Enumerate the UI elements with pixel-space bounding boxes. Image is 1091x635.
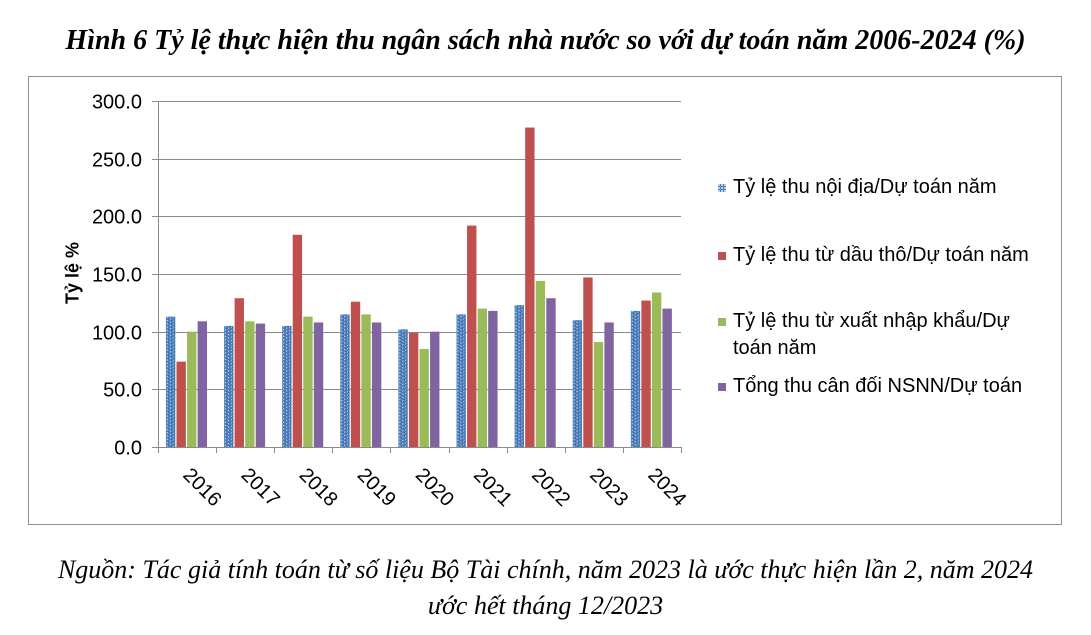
- y-tick-label: 100.0: [92, 323, 142, 345]
- bar-texture: [633, 311, 640, 447]
- bar-thu-xuat-nhap-khau-2024: [651, 292, 662, 447]
- x-tick-label: 2023: [585, 464, 632, 511]
- legend-swatch-purple: [718, 383, 726, 391]
- x-tick-label: 2020: [411, 464, 458, 511]
- bar-tong-thu-can-doi-2018: [313, 322, 324, 447]
- bar-thu-noi-dia-2018: [282, 325, 292, 447]
- bar-texture: [516, 305, 524, 447]
- bar-tong-thu-can-doi-2024: [662, 308, 672, 447]
- bar-texture: [399, 329, 407, 447]
- bar-thu-noi-dia-2021: [456, 314, 466, 447]
- bar-texture: [342, 314, 350, 447]
- bar-thu-xuat-nhap-khau-2017: [245, 321, 255, 447]
- bar-texture: [631, 310, 639, 447]
- bar-texture: [283, 325, 291, 447]
- legend-swatch-red: [718, 252, 726, 260]
- bar-thu-noi-dia-2019: [340, 314, 350, 447]
- legend-label: Tỷ lệ thu từ dầu thô/Dự toán năm: [733, 244, 1029, 266]
- bar-thu-dau-tho-2022: [525, 127, 535, 447]
- bar-thu-xuat-nhap-khau-2020: [419, 348, 429, 447]
- bar-texture: [458, 314, 466, 447]
- bar-thu-xuat-nhap-khau-2022: [535, 280, 546, 447]
- legend-label: Tổng thu cân đối NSNN/Dự toán: [733, 375, 1023, 397]
- bar-thu-dau-tho-2018: [292, 234, 303, 447]
- bar-thu-dau-tho-2019: [350, 301, 361, 447]
- bar-thu-dau-tho-2020: [408, 332, 419, 447]
- bar-thu-noi-dia-2020: [398, 329, 408, 447]
- bar-tong-thu-can-doi-2017: [255, 323, 266, 447]
- bar-tong-thu-can-doi-2020: [430, 331, 440, 447]
- bar-thu-xuat-nhap-khau-2023: [593, 342, 604, 447]
- source-note-line-1: Nguồn: Tác giả tính toán từ số liệu Bộ T…: [57, 555, 1034, 584]
- y-tick-label: 0.0: [114, 438, 142, 460]
- x-tick-label: 2021: [469, 464, 516, 511]
- bar-thu-xuat-nhap-khau-2019: [361, 314, 371, 447]
- y-tick-labels: 0.0 50.0 100.0 150.0 200.0 250.0 300.0: [92, 92, 142, 460]
- bar-texture: [400, 329, 408, 447]
- bar-texture: [457, 314, 465, 447]
- bar-thu-noi-dia-2017: [224, 325, 234, 447]
- legend-swatch-green: [718, 318, 726, 326]
- bar-tong-thu-can-doi-2023: [604, 322, 614, 447]
- bar-texture: [573, 320, 581, 447]
- x-tick-label: 2018: [295, 464, 342, 511]
- bar-tong-thu-can-doi-2016: [197, 321, 207, 447]
- gridlines: [158, 101, 681, 390]
- x-tick-label: 2016: [179, 464, 226, 511]
- bar-thu-dau-tho-2023: [583, 277, 593, 447]
- bar-tong-thu-can-doi-2022: [546, 298, 556, 447]
- y-tick-label: 300.0: [92, 92, 142, 114]
- legend: Tỷ lệ thu nội địa/Dự toán năm Tỷ lệ thu …: [718, 170, 1048, 406]
- bar-thu-dau-tho-2017: [234, 298, 244, 447]
- bars: [165, 127, 672, 447]
- y-axis-title: Tỷ lệ %: [62, 242, 82, 304]
- legend-item-tong-thu-can-doi: Tổng thu cân đối NSNN/Dự toán: [718, 373, 1048, 400]
- y-tick-label: 50.0: [103, 380, 142, 402]
- bar-thu-xuat-nhap-khau-2016: [187, 331, 197, 447]
- legend-swatch-blue: [718, 184, 726, 192]
- bar-thu-xuat-nhap-khau-2018: [303, 316, 313, 447]
- bar-tong-thu-can-doi-2019: [371, 322, 382, 447]
- bar-texture: [575, 320, 582, 447]
- bar-thu-xuat-nhap-khau-2021: [477, 308, 487, 447]
- y-tick-label: 150.0: [92, 265, 142, 287]
- x-tick-labels: 2016 2017 2018 2019 2020 2021 2022 2023 2024: [179, 464, 691, 511]
- x-tick-label: 2022: [527, 464, 574, 511]
- bar-texture: [224, 325, 232, 447]
- bar-texture: [284, 326, 291, 447]
- source-note-line-2: ước hết tháng 12/2023: [427, 591, 664, 620]
- bar-thu-noi-dia-2023: [572, 320, 583, 447]
- bar-thu-dau-tho-2024: [641, 300, 651, 447]
- bar-thu-dau-tho-2021: [467, 225, 477, 447]
- y-tick-label: 200.0: [92, 207, 142, 229]
- figure-title: Hình 6 Tỷ lệ thực hiện thu ngân sách nhà…: [65, 25, 1026, 56]
- legend-label: Tỷ lệ thu nội địa/Dự toán năm: [733, 176, 997, 198]
- axes: [152, 101, 682, 453]
- legend-item-thu-noi-dia: Tỷ lệ thu nội địa/Dự toán năm: [718, 174, 1048, 201]
- legend-label: Tỷ lệ thu từ xuất nhập khẩu/Dự toán năm: [733, 310, 1010, 359]
- x-tick-label: 2019: [353, 464, 400, 511]
- x-tick-label: 2024: [643, 464, 690, 511]
- x-tick-label: 2017: [237, 464, 284, 511]
- bar-thu-dau-tho-2016: [176, 361, 186, 447]
- bar-texture: [341, 314, 349, 447]
- legend-item-thu-dau-tho: Tỷ lệ thu từ dầu thô/Dự toán năm: [718, 242, 1048, 269]
- bar-texture: [515, 305, 523, 447]
- legend-item-thu-xuat-nhap-khau: Tỷ lệ thu từ xuất nhập khẩu/Dự toán năm: [718, 308, 1048, 362]
- bar-texture: [226, 326, 233, 447]
- bar-tong-thu-can-doi-2021: [488, 310, 498, 447]
- y-tick-label: 250.0: [92, 150, 142, 172]
